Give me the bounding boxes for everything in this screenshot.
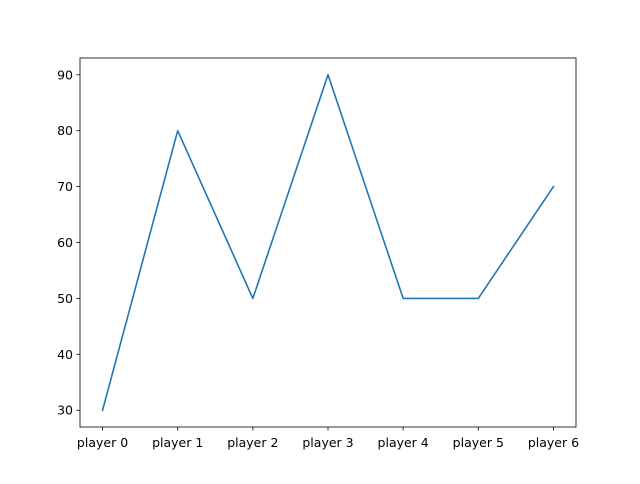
y-axis-ticks: 30 40 50 60 70 80 90 bbox=[57, 67, 80, 417]
y-tick-label: 50 bbox=[57, 291, 73, 306]
series-layer bbox=[103, 75, 554, 410]
y-tick-label: 80 bbox=[57, 123, 73, 138]
plot-area-frame bbox=[80, 58, 576, 427]
x-axis-ticks: player 0 player 1 player 2 player 3 player 4… bbox=[77, 427, 579, 450]
y-tick-label: 60 bbox=[57, 235, 73, 250]
x-tick-label: player 2 bbox=[227, 435, 278, 450]
x-tick-label: player 1 bbox=[152, 435, 203, 450]
y-tick-label: 30 bbox=[57, 403, 73, 418]
x-tick-label: player 5 bbox=[453, 435, 504, 450]
y-tick-label: 40 bbox=[57, 347, 73, 362]
series-line bbox=[103, 75, 554, 410]
x-tick-label: player 3 bbox=[302, 435, 353, 450]
y-tick-label: 90 bbox=[57, 67, 73, 82]
y-tick-label: 70 bbox=[57, 179, 73, 194]
x-tick-label: player 0 bbox=[77, 435, 128, 450]
x-tick-label: player 6 bbox=[528, 435, 579, 450]
x-tick-label: player 4 bbox=[378, 435, 429, 450]
